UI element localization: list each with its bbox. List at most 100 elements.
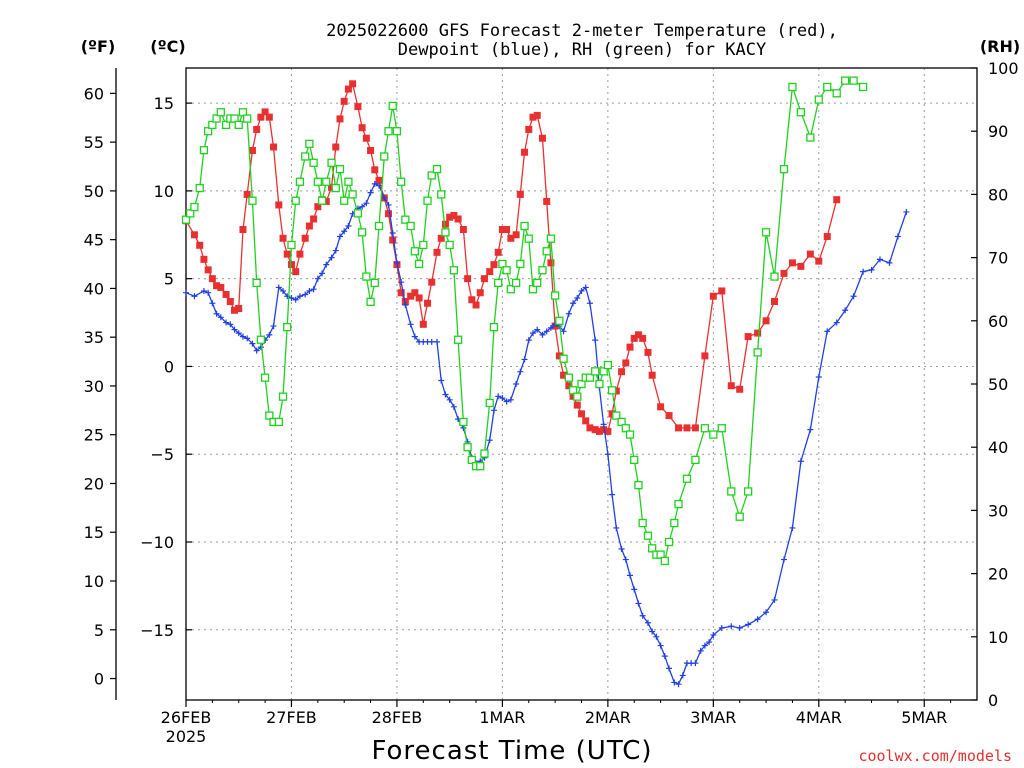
temperature-point [486,268,494,276]
dewpoint-point [679,672,686,679]
dewpoint-point [807,426,814,433]
temperature-point [683,424,691,432]
fahrenheit-tick-label: 10 [84,572,104,591]
temperature-point [336,115,344,123]
temperature-point [468,296,476,304]
dewpoint-point [450,403,457,410]
dewpoint-point [649,628,656,635]
rh-point [203,127,213,136]
dewpoint-point [235,330,242,337]
dewpoint-point [407,321,414,328]
rh-point [612,411,621,420]
rh-point [441,228,450,237]
rh-point [291,196,300,205]
dewpoint-point [609,491,616,498]
rh-point [348,190,357,199]
rh-tick-label: 20 [988,565,1008,584]
temperature-point [222,290,230,298]
dewpoint-point [513,381,520,387]
rh-point [243,114,252,123]
rh-point [238,108,248,117]
dewpoint-point [661,653,668,660]
dewpoint-point [280,287,287,294]
time-tick-label: 28FEB [372,708,423,727]
temperature-point [634,331,642,339]
dewpoint-point [815,373,822,380]
rh-point [467,455,476,464]
dewpoint-point [363,200,370,207]
fahrenheit-tick-label: 55 [84,133,104,152]
dewpoint-point [191,293,198,300]
rh-tick-label: 90 [988,122,1008,141]
rh-point [489,322,499,332]
rh-point [353,209,363,218]
dewpoint-point [666,665,673,672]
rh-point [199,146,209,155]
rh-point [691,455,700,464]
dewpoint-point [270,323,277,330]
rh-point [449,266,459,275]
rh-point [643,531,653,540]
fahrenheit-tick-label: 0 [94,670,104,689]
temperature-point [208,275,216,283]
dewpoint-point [341,228,348,235]
temperature-point [296,250,304,258]
temperature-point [600,426,608,434]
temperature-point [565,382,573,390]
temperature-point [736,385,744,393]
rh-point [388,101,397,111]
dewpoint-point [428,338,435,345]
rh-point [221,120,231,130]
celsius-tick-label: 10 [154,182,174,201]
temperature-point [709,292,717,300]
temperature-point [582,417,590,425]
dewpoint-point [728,623,735,630]
dewpoint-point [578,287,585,294]
dewpoint-point [754,616,761,623]
temperature-point [512,231,520,239]
celsius-tick-label: −15 [140,621,174,640]
temperature-point [618,368,626,376]
series-temperature [182,80,841,435]
temperature-point [612,387,620,395]
rh-point [274,417,283,427]
rh-tick-label: 0 [988,691,998,710]
rh-point [625,430,635,439]
rh-point [546,234,556,243]
dewpoint-point [521,356,528,363]
rh-point [788,82,797,92]
temperature-point [788,259,796,267]
rh-point [520,221,529,231]
celsius-tick-label: 0 [164,357,174,376]
rh-point [283,322,292,332]
dewpoint-point [292,296,299,303]
temperature-point [797,262,805,270]
temperature-point [815,257,823,265]
fahrenheit-tick-label: 35 [84,328,104,347]
temperature-point [371,166,379,174]
temperature-point [441,220,449,228]
rh-point [317,196,327,205]
temperature-point [639,334,647,342]
dewpoint-point [592,337,599,344]
series-rh [181,76,868,566]
temperature-point [494,248,502,256]
dewpoint-point [635,600,642,607]
rh-point [648,544,657,553]
temperature-point [217,283,225,291]
temperature-point [265,113,273,121]
dewpoint-point [706,639,713,646]
rh-point [770,272,779,281]
rh-point [208,120,217,130]
rh-point [301,152,310,161]
temperature-point [547,259,555,267]
temperature-point [437,234,445,242]
dewpoint-point [231,326,238,333]
time-tick-label: 4MAR [796,708,842,727]
rh-point [357,228,367,237]
dewpoint-point [622,556,629,563]
rh-point [617,417,626,427]
rh-tick-label: 70 [988,249,1008,268]
dewpoint-point [529,330,536,337]
dewpoint-point [653,633,660,640]
